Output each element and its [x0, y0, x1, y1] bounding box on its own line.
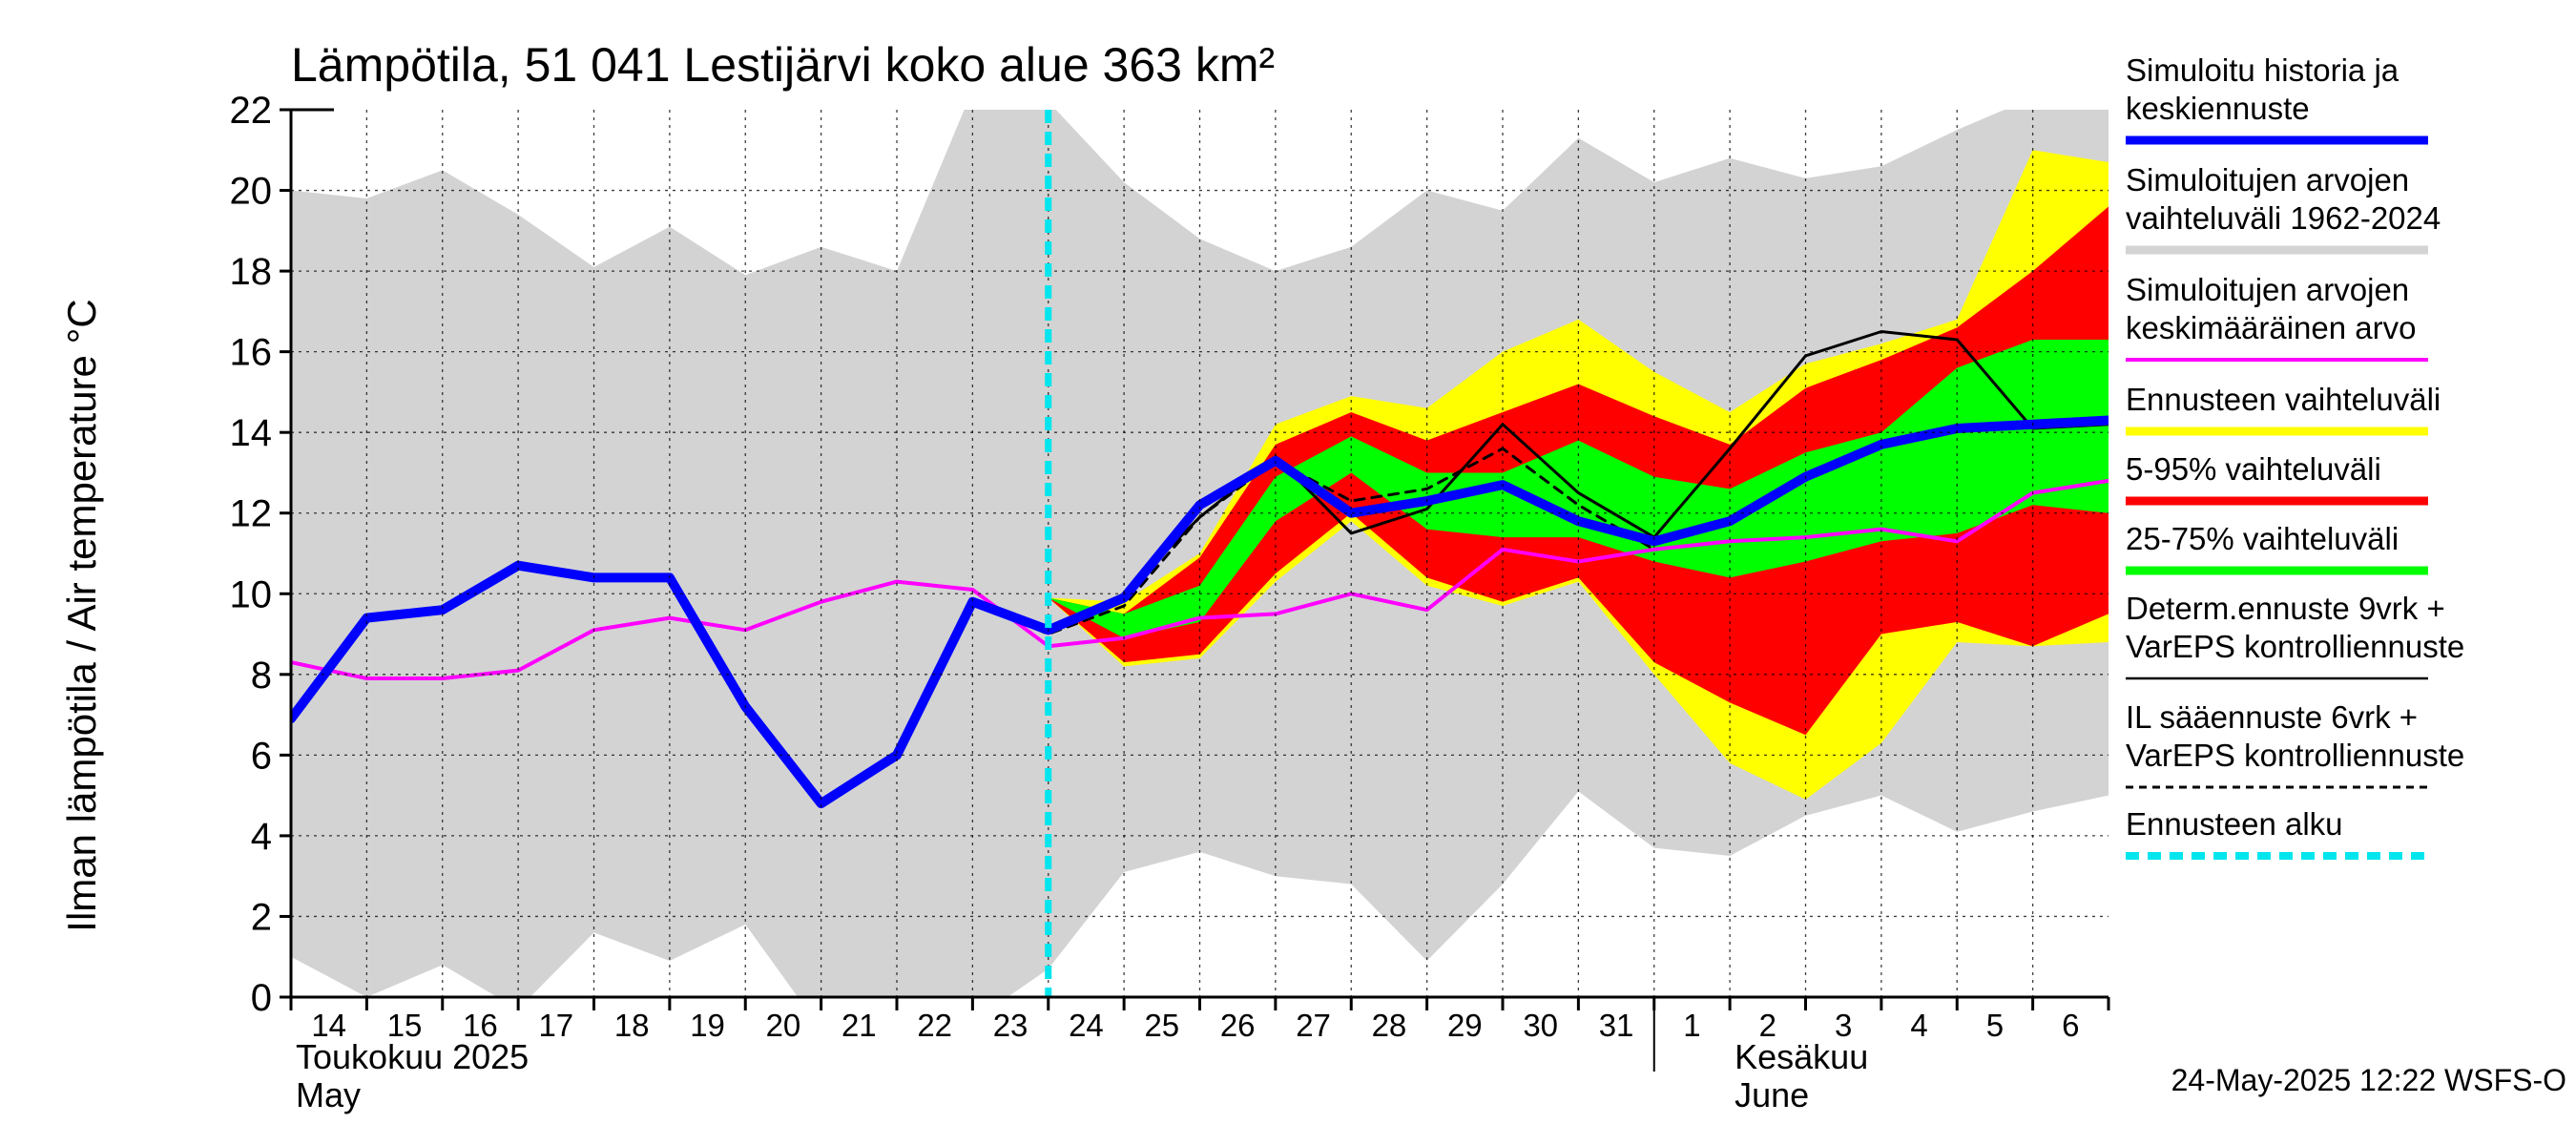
timestamp: 24-May-2025 12:22 WSFS-O: [2171, 1063, 2566, 1097]
month-label-en-0: May: [296, 1075, 361, 1114]
x-tick-label-6: 20: [766, 1008, 801, 1043]
x-tick-label-12: 26: [1220, 1008, 1256, 1043]
y-tick-label-9: 18: [230, 251, 273, 293]
x-tick-label-20: 3: [1835, 1008, 1852, 1043]
month-label-fi-0: Toukokuu 2025: [296, 1037, 529, 1076]
x-tick-label-1: 15: [387, 1008, 423, 1043]
legend-label-8-0: Ennusteen alku: [2126, 806, 2343, 842]
x-tick-label-7: 21: [841, 1008, 877, 1043]
series-line-2: [970, 447, 1656, 635]
y-tick-label-1: 2: [251, 896, 272, 938]
y-tick-label-0: 0: [251, 977, 272, 1019]
x-tick-label-5: 19: [690, 1008, 725, 1043]
month-label-fi-1: Kesäkuu: [1735, 1037, 1868, 1076]
legend-label-0-1: keskiennuste: [2126, 91, 2310, 126]
x-tick-label-18: 1: [1683, 1008, 1700, 1043]
y-tick-label-10: 20: [230, 171, 273, 213]
legend-label-1-1: vaihteluväli 1962-2024: [2126, 200, 2441, 236]
x-tick-label-8: 22: [917, 1008, 952, 1043]
y-tick-label-6: 12: [230, 493, 273, 535]
x-tick-label-17: 31: [1599, 1008, 1634, 1043]
plot-clip-group: [291, 110, 2109, 997]
x-tick-label-13: 27: [1296, 1008, 1331, 1043]
y-axis-label: Ilman lämpötila / Air temperature °C: [59, 299, 104, 931]
month-label-en-1: June: [1735, 1075, 1809, 1114]
x-tick-label-22: 5: [1986, 1008, 2004, 1043]
legend-label-2-0: Simuloitujen arvojen: [2126, 272, 2409, 307]
y-tick-label-2: 4: [251, 816, 272, 858]
x-tick-label-19: 2: [1759, 1008, 1776, 1043]
legend-label-0-0: Simuloitu historia ja: [2126, 52, 2399, 88]
x-tick-label-16: 30: [1523, 1008, 1558, 1043]
legend-label-1-0: Simuloitujen arvojen: [2126, 162, 2409, 198]
y-tick-label-8: 16: [230, 332, 273, 374]
x-tick-label-3: 17: [538, 1008, 573, 1043]
legend-label-6-1: VarEPS kontrolliennuste: [2126, 629, 2464, 664]
chart-title: Lämpötila, 51 041 Lestijärvi koko alue 3…: [291, 38, 1275, 92]
y-tick-label-11: 22: [230, 90, 273, 132]
x-tick-label-23: 6: [2062, 1008, 2079, 1043]
legend-label-4-0: 5-95% vaihteluväli: [2126, 451, 2381, 487]
legend-label-5-0: 25-75% vaihteluväli: [2126, 521, 2399, 556]
y-tick-label-4: 8: [251, 655, 272, 697]
plot-area: [289, 108, 2109, 999]
x-tick-label-4: 18: [614, 1008, 650, 1043]
x-tick-label-14: 28: [1372, 1008, 1407, 1043]
legend-label-6-0: Determ.ennuste 9vrk +: [2126, 591, 2445, 626]
legend-label-3-0: Ennusteen vaihteluväli: [2126, 382, 2441, 417]
x-tick-label-11: 25: [1144, 1008, 1179, 1043]
y-tick-label-7: 14: [230, 412, 273, 454]
x-tick-label-15: 29: [1447, 1008, 1483, 1043]
x-tick-label-9: 23: [993, 1008, 1028, 1043]
x-tick-label-0: 14: [311, 1008, 346, 1043]
legend-label-7-1: VarEPS kontrolliennuste: [2126, 738, 2464, 773]
y-tick-label-5: 10: [230, 573, 273, 615]
band-3: [1048, 340, 2109, 638]
x-axis: 14 15 16 17 18 19 20 21 22 23 24 25 26 27 28 29 30 31 1 2 3 4…: [289, 997, 2110, 1114]
y-axis: 0 2 4 6 8 10 12 14 16 18 20 22: [230, 90, 291, 1019]
x-tick-label-21: 4: [1910, 1008, 1927, 1043]
y-tick-label-3: 6: [251, 735, 272, 777]
legend-label-2-1: keskimääräinen arvo: [2126, 310, 2416, 345]
x-tick-label-10: 24: [1069, 1008, 1104, 1043]
legend-label-7-0: IL sääennuste 6vrk +: [2126, 699, 2418, 735]
x-tick-label-2: 16: [463, 1008, 498, 1043]
